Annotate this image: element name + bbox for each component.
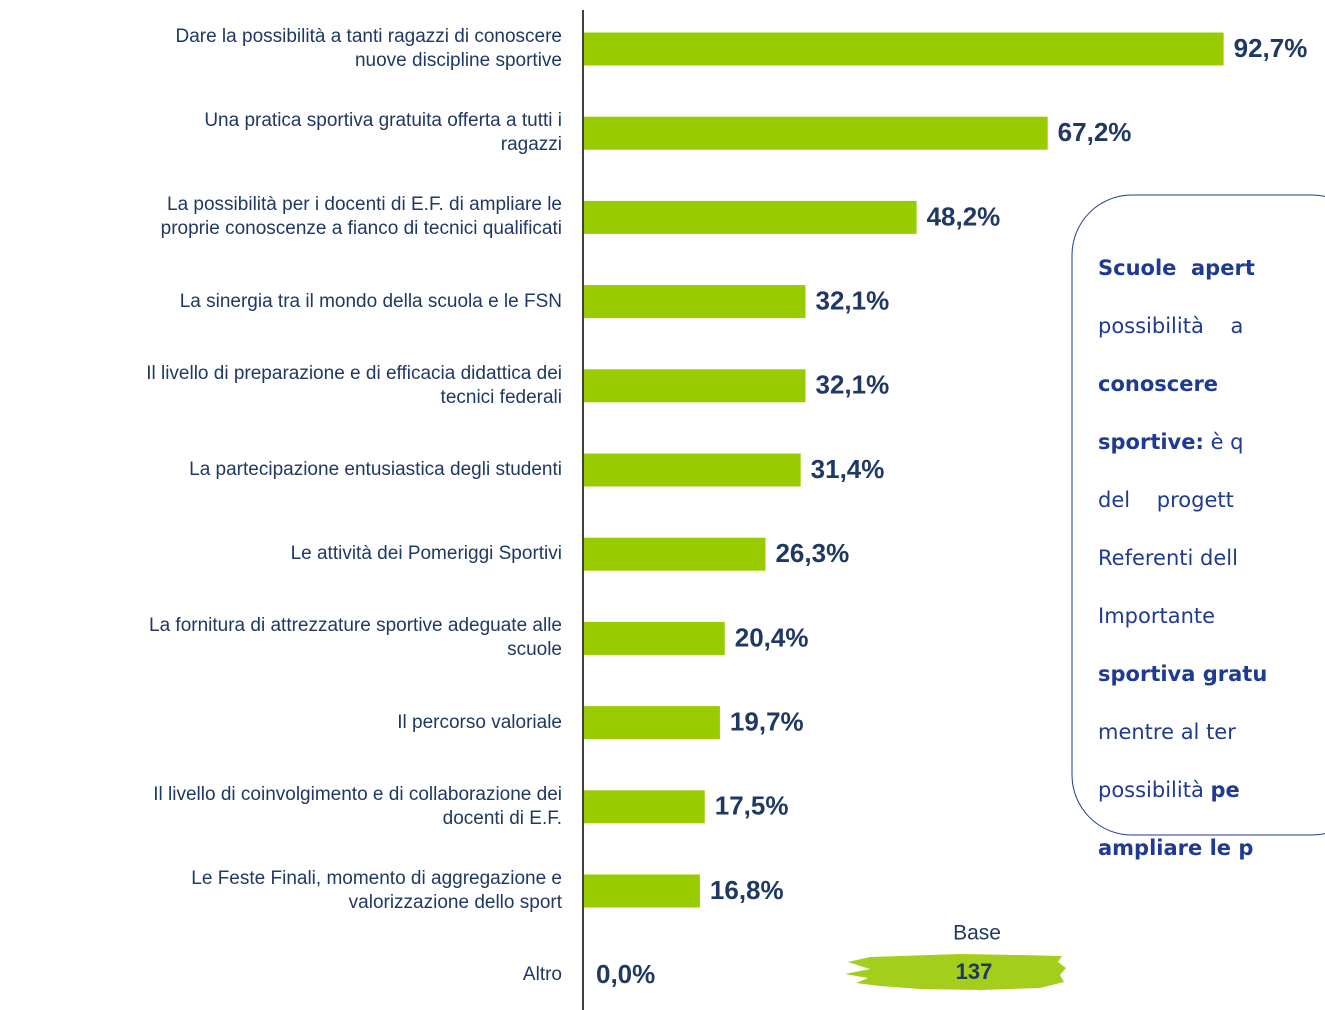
value-label: 26,3% xyxy=(775,538,849,568)
value-label: 67,2% xyxy=(1058,117,1132,147)
bar xyxy=(584,706,720,740)
bar xyxy=(584,537,766,571)
note-line: mentre al ter xyxy=(1098,720,1236,744)
bar xyxy=(584,285,806,319)
bar xyxy=(584,621,725,655)
note-line: Scuole apert xyxy=(1098,256,1255,280)
value-label: 92,7% xyxy=(1234,33,1308,63)
note-text: possibilità xyxy=(1098,778,1211,802)
category-label: Il percorso valoriale xyxy=(397,711,562,733)
note-text: del progett xyxy=(1098,488,1234,512)
note-line: conoscere xyxy=(1098,372,1218,396)
value-label: 48,2% xyxy=(927,201,1001,231)
note-line: ampliare le p xyxy=(1098,836,1253,860)
category-label: Il livello di preparazione e di efficaci… xyxy=(146,362,562,408)
note-text: pe xyxy=(1210,778,1240,802)
bar xyxy=(584,453,801,487)
note-text: mentre al ter xyxy=(1098,720,1236,744)
base-brush xyxy=(845,954,1066,990)
note-line: sportive: è q xyxy=(1098,430,1244,454)
bar xyxy=(584,369,806,403)
value-label: 20,4% xyxy=(735,622,809,652)
value-label: 32,1% xyxy=(815,370,889,400)
category-label: La partecipazione entusiastica degli stu… xyxy=(189,459,562,480)
note-text: Referenti dell xyxy=(1098,546,1238,570)
note-text: è q xyxy=(1203,430,1244,454)
category-label: Le Feste Finali, momento di aggregazione… xyxy=(191,868,562,913)
category-label: La possibilità per i docenti di E.F. di … xyxy=(160,194,562,240)
note-text: sportive: xyxy=(1098,430,1204,454)
category-label: Dare la possibilità a tanti ragazzi di c… xyxy=(175,26,562,71)
value-label: 31,4% xyxy=(811,454,885,484)
bar xyxy=(584,32,1224,66)
note-line: possibilità pe xyxy=(1098,778,1240,802)
base-label: Base xyxy=(953,922,1001,945)
value-label: 17,5% xyxy=(715,791,789,821)
bar xyxy=(584,790,705,824)
value-label: 16,8% xyxy=(710,875,784,905)
note-line: Referenti dell xyxy=(1098,546,1238,570)
note-line: sportiva gratu xyxy=(1098,662,1267,686)
note-box xyxy=(1071,194,1325,836)
value-label: 32,1% xyxy=(815,285,889,315)
bar xyxy=(584,200,917,234)
note-line: Importante xyxy=(1098,604,1215,628)
note-line: del progett xyxy=(1098,488,1234,512)
category-label: La fornitura di attrezzature sportive ad… xyxy=(149,615,562,661)
note-text: ampliare le p xyxy=(1098,836,1254,860)
note-text: conoscere xyxy=(1098,372,1219,396)
note-text: sportiva gratu xyxy=(1098,662,1268,686)
note-text: Importante xyxy=(1098,604,1216,628)
note-text: possibilità a xyxy=(1098,314,1244,338)
note-text: Scuole apert xyxy=(1098,256,1255,280)
note-line: possibilità a xyxy=(1098,314,1243,338)
value-label: 19,7% xyxy=(730,706,804,736)
bar xyxy=(584,116,1048,150)
category-label: Altro xyxy=(522,964,562,986)
category-label: La sinergia tra il mondo della scuola e … xyxy=(179,290,562,312)
value-label: 0,0% xyxy=(596,959,655,989)
category-label: Le attività dei Pomeriggi Sportivi xyxy=(290,543,562,565)
base-value: 137 xyxy=(956,959,993,984)
category-label: Una pratica sportiva gratuita offerta a … xyxy=(204,110,562,156)
bar xyxy=(584,874,700,908)
category-label: Il livello di coinvolgimento e di collab… xyxy=(153,783,562,829)
